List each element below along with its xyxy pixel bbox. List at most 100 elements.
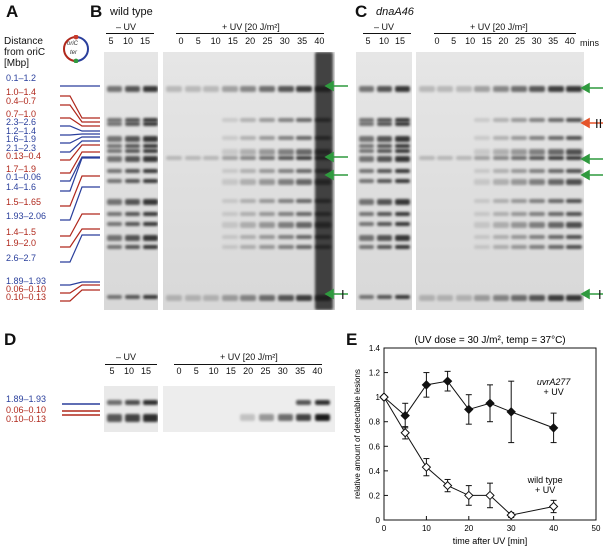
lane-label: 5: [193, 366, 199, 376]
lane-label: 5: [365, 36, 371, 46]
data-point: [400, 410, 410, 421]
gel-band: [474, 222, 491, 228]
gel-band: [240, 199, 257, 203]
gel-smear: [314, 52, 333, 310]
distance-label: 0.06–0.10: [6, 405, 47, 415]
data-point: [400, 428, 410, 438]
gel-band: [511, 245, 527, 249]
lane-label: 5: [451, 36, 457, 46]
gel-band: [529, 199, 546, 203]
gel-band: [259, 245, 275, 249]
gel-band: [492, 86, 509, 92]
gel-band: [125, 156, 140, 162]
gel-band: [547, 212, 564, 216]
lane-label: 30: [531, 36, 542, 46]
gel-band: [259, 199, 275, 203]
panel-c-minus-uv: – UV: [374, 22, 395, 32]
distance-label: 1.5–1.65: [6, 197, 42, 207]
gel-band: [259, 235, 275, 239]
gel-band: [143, 400, 158, 405]
gel-band: [259, 212, 275, 216]
series-line: [383, 380, 554, 429]
green-arrow: [324, 80, 348, 300]
gel-band: [529, 149, 546, 155]
gel-band: [125, 295, 140, 299]
gel-band: [143, 169, 158, 173]
gel-band: [221, 199, 238, 203]
lane-label: 10: [122, 36, 133, 46]
distance-label: 2.1–2.3: [6, 143, 37, 153]
gel-band: [474, 245, 491, 249]
gel-band: [566, 118, 583, 122]
gel-band: [377, 235, 392, 241]
data-point: [548, 423, 559, 433]
connector-line: [60, 136, 100, 144]
gel-band: [395, 118, 410, 122]
panel-b-title: wild type: [110, 6, 153, 18]
gel-band: [143, 149, 158, 153]
gel-band: [277, 169, 294, 173]
gel-band: [277, 414, 293, 421]
connector-line: [60, 125, 100, 132]
gel-band: [492, 136, 509, 140]
distance-label: 1.7–1.9: [6, 164, 37, 174]
x-tick-label: 30: [507, 524, 516, 533]
gel-band: [377, 122, 392, 126]
gel-band: [203, 156, 220, 160]
gel-band: [474, 156, 491, 160]
gel-band: [395, 136, 410, 142]
gel-band: [125, 122, 140, 126]
heading-line-1: Distance: [4, 36, 43, 47]
gel-band: [240, 212, 257, 216]
gel-band: [240, 136, 257, 140]
plasmid-ter-label: ter: [70, 50, 78, 56]
lane-label: 35: [297, 36, 308, 46]
gel-band: [184, 156, 201, 160]
gel-band: [547, 179, 564, 185]
gel-band: [566, 295, 583, 301]
gel-band: [221, 235, 238, 239]
gel-band: [277, 212, 294, 216]
lane-label: 35: [548, 36, 559, 46]
gel-band: [143, 222, 158, 226]
connector-line: [60, 157, 100, 192]
distance-connector-lines: [60, 85, 100, 302]
gel-band: [259, 179, 275, 185]
gel-band: [547, 235, 564, 239]
series-a-label-1: uvrA277: [537, 377, 572, 387]
gel-band: [125, 179, 140, 183]
connector-line: [60, 144, 100, 161]
chart-title: (UV dose = 30 J/m², temp = 37°C): [414, 335, 565, 346]
gel-band: [377, 212, 392, 216]
distance-label: 1.89–1.93: [6, 276, 47, 286]
gel-band: [359, 156, 374, 162]
gel-band: [377, 245, 392, 249]
panel-b-minus-uv: – UV: [116, 22, 137, 32]
gel-band: [359, 245, 374, 249]
gel-band: [221, 245, 238, 249]
panel-d-plus-uv-rule: [174, 364, 322, 365]
panel-e-label: E: [346, 330, 358, 349]
gel-band: [296, 86, 313, 92]
distance-label: 0.10–0.13: [6, 414, 47, 424]
gel-band: [107, 122, 122, 126]
gel-band: [296, 400, 312, 405]
gel-band: [547, 118, 564, 122]
gel-band: [547, 156, 564, 160]
gel-band: [437, 156, 454, 160]
gel-band: [547, 149, 564, 155]
panel-c-marker-ii: II: [595, 116, 603, 131]
data-point: [506, 407, 516, 417]
plot-frame: [383, 347, 597, 521]
gel-band: [184, 295, 201, 301]
gel-band: [395, 199, 410, 205]
gel-band: [511, 136, 527, 140]
panel-d-minus-uv-rule: [105, 364, 157, 365]
lane-label: 25: [514, 36, 525, 46]
data-point: [464, 404, 474, 415]
gel-band: [259, 149, 275, 155]
gel-band: [125, 212, 140, 216]
lane-label: 40: [314, 36, 325, 46]
gel-band: [359, 212, 374, 216]
connector-line: [60, 156, 100, 182]
